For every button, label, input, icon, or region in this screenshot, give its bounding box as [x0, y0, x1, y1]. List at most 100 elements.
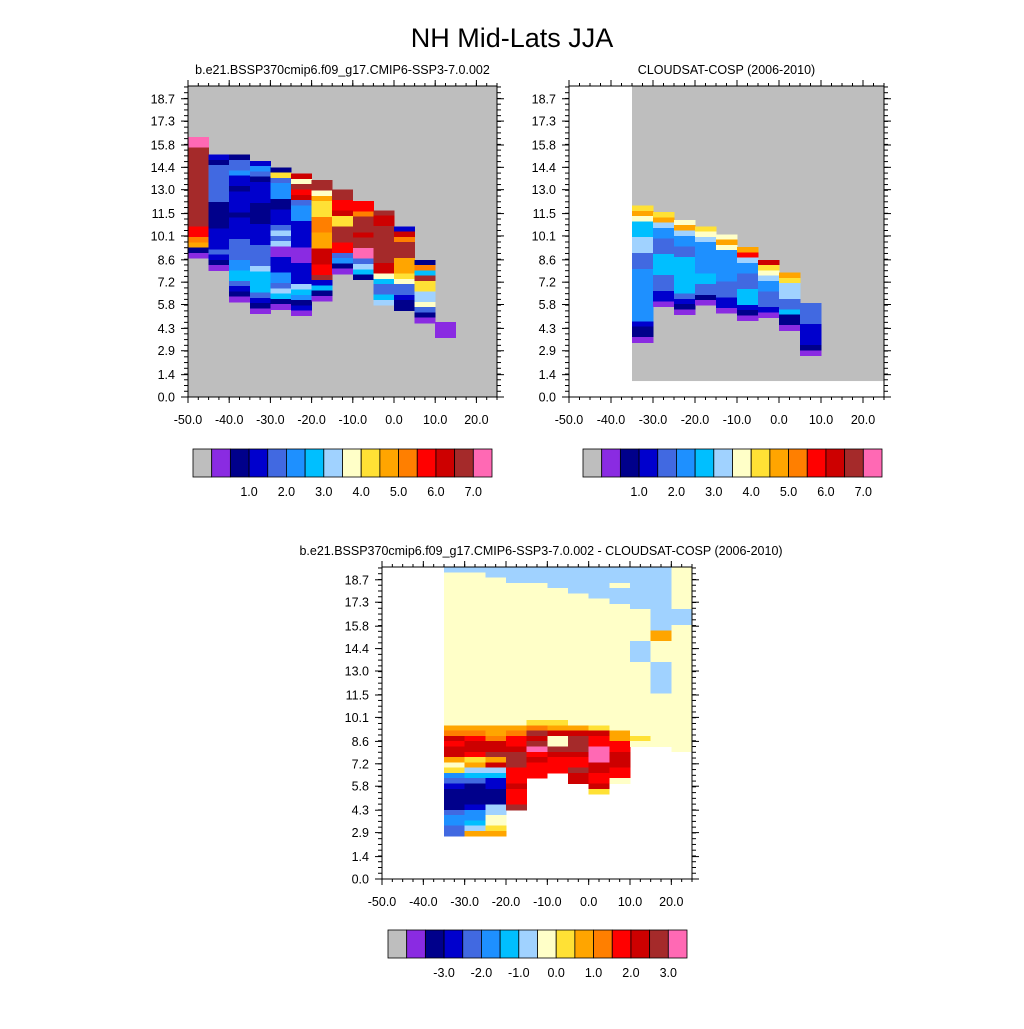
- x-tick-label: 10.0: [423, 413, 447, 427]
- colorbar-box: [472, 448, 493, 478]
- heatmap-cell: [485, 767, 507, 774]
- heatmap-cell: [229, 154, 251, 161]
- heatmap-cell: [444, 757, 466, 763]
- heatmap-cell: [609, 603, 631, 732]
- y-tick-label: 5.8: [539, 298, 556, 312]
- heatmap-cell: [188, 237, 209, 243]
- heatmap-cell: [653, 254, 675, 276]
- heatmap-cell: [352, 274, 374, 281]
- y-tick-label: 4.3: [352, 804, 369, 818]
- heatmap-cell: [632, 237, 654, 254]
- heatmap-cell: [352, 258, 374, 265]
- heatmap-cell: [674, 246, 696, 258]
- heatmap-cell: [737, 262, 759, 274]
- heatmap-cell: [394, 242, 415, 259]
- heatmap-cell: [249, 303, 271, 309]
- heatmap-cell: [653, 290, 675, 302]
- heatmap-cell: [373, 273, 395, 280]
- heatmap-cell: [653, 275, 675, 292]
- heatmap-cell: [208, 254, 230, 261]
- heatmap-cell: [394, 226, 415, 233]
- heatmap-cell: [229, 286, 251, 292]
- heatmap-cell: [291, 294, 312, 301]
- heatmap-cell: [632, 337, 654, 343]
- heatmap-cell: [311, 295, 333, 302]
- colorbar-box: [601, 448, 621, 478]
- heatmap-cell: [270, 225, 292, 231]
- heatmap-cell: [588, 783, 610, 790]
- heatmap-cell: [506, 567, 528, 584]
- colorbar-box: [267, 448, 287, 478]
- heatmap-cell: [270, 177, 292, 184]
- heatmap-cell: [270, 209, 292, 226]
- heatmap-cell: [609, 778, 631, 784]
- y-tick-label: 14.4: [151, 161, 175, 175]
- heatmap-cell: [506, 767, 528, 784]
- heatmap-cell: [568, 767, 590, 774]
- colorbar-box: [481, 929, 501, 959]
- y-tick-label: 11.5: [533, 207, 556, 221]
- y-tick-label: 5.8: [158, 298, 175, 312]
- heatmap-cell: [270, 283, 292, 289]
- colorbar-label: 3.0: [660, 966, 677, 980]
- heatmap-cell: [737, 257, 759, 264]
- heatmap-cell: [674, 225, 696, 231]
- colorbar-box: [499, 929, 520, 959]
- colorbar-label: 1.0: [240, 485, 257, 499]
- heatmap-cell: [632, 221, 654, 238]
- heatmap-cell: [291, 305, 312, 311]
- heatmap-cell: [311, 290, 333, 297]
- y-tick-label: 8.6: [539, 253, 556, 267]
- colorbar-box: [750, 448, 771, 478]
- heatmap-cell: [758, 312, 780, 319]
- heatmap-cell: [332, 200, 354, 212]
- heatmap-cell: [352, 216, 374, 233]
- heatmap-cell: [464, 825, 486, 832]
- heatmap-cell: [270, 183, 292, 200]
- heatmap-cell: [311, 274, 333, 281]
- heatmap-cell: [188, 252, 209, 259]
- heatmap-cell: [373, 294, 395, 301]
- heatmap-cell: [352, 237, 374, 249]
- chart-panel-3: -50.0 -40.0 -30.0 -20.0 -10.0 0.0 10.0 20.0 0.0 1…: [299, 544, 782, 980]
- heatmap-cell: [373, 278, 395, 285]
- heatmap-cell: [609, 567, 631, 584]
- heatmap-cell: [674, 230, 696, 237]
- heatmap-cell: [526, 720, 548, 726]
- heatmap-cell: [695, 242, 717, 275]
- heatmap-cell: [249, 224, 271, 246]
- heatmap-cell: [485, 831, 507, 837]
- heatmap-cell: [485, 735, 507, 742]
- colorbar-box: [806, 448, 827, 478]
- heatmap-cell: [800, 350, 822, 356]
- heatmap-cell: [716, 281, 738, 298]
- heatmap-cell: [526, 567, 548, 584]
- y-tick-label: 11.5: [152, 207, 175, 221]
- heatmap-cell: [270, 272, 292, 284]
- heatmap-cell: [311, 195, 333, 202]
- heatmap-cell: [695, 226, 717, 233]
- heatmap-cell: [758, 280, 780, 292]
- heatmap-cell: [444, 762, 466, 769]
- heatmap-cell: [229, 170, 251, 177]
- heatmap-cell: [758, 265, 780, 271]
- heatmap-cell: [653, 217, 675, 223]
- heatmap-cell: [414, 301, 436, 308]
- heatmap-cell: [464, 735, 486, 742]
- heatmap-cell: [609, 582, 631, 589]
- heatmap-cell: [800, 345, 822, 351]
- heatmap-cell: [270, 230, 292, 237]
- heatmap-cell: [270, 241, 292, 247]
- heatmap-cell: [270, 256, 292, 273]
- colorbar-box: [342, 448, 362, 478]
- heatmap-cell: [650, 693, 672, 747]
- heatmap-cell: [394, 231, 415, 238]
- heatmap-cell: [444, 809, 466, 816]
- colorbar-box: [518, 929, 538, 959]
- heatmap-cell: [188, 247, 209, 254]
- colorbar-box: [825, 448, 846, 478]
- colorbar-box: [630, 929, 651, 959]
- heatmap-cell: [632, 321, 654, 328]
- heatmap-cell: [394, 294, 415, 301]
- page-title: NH Mid-Lats JJA: [411, 23, 614, 53]
